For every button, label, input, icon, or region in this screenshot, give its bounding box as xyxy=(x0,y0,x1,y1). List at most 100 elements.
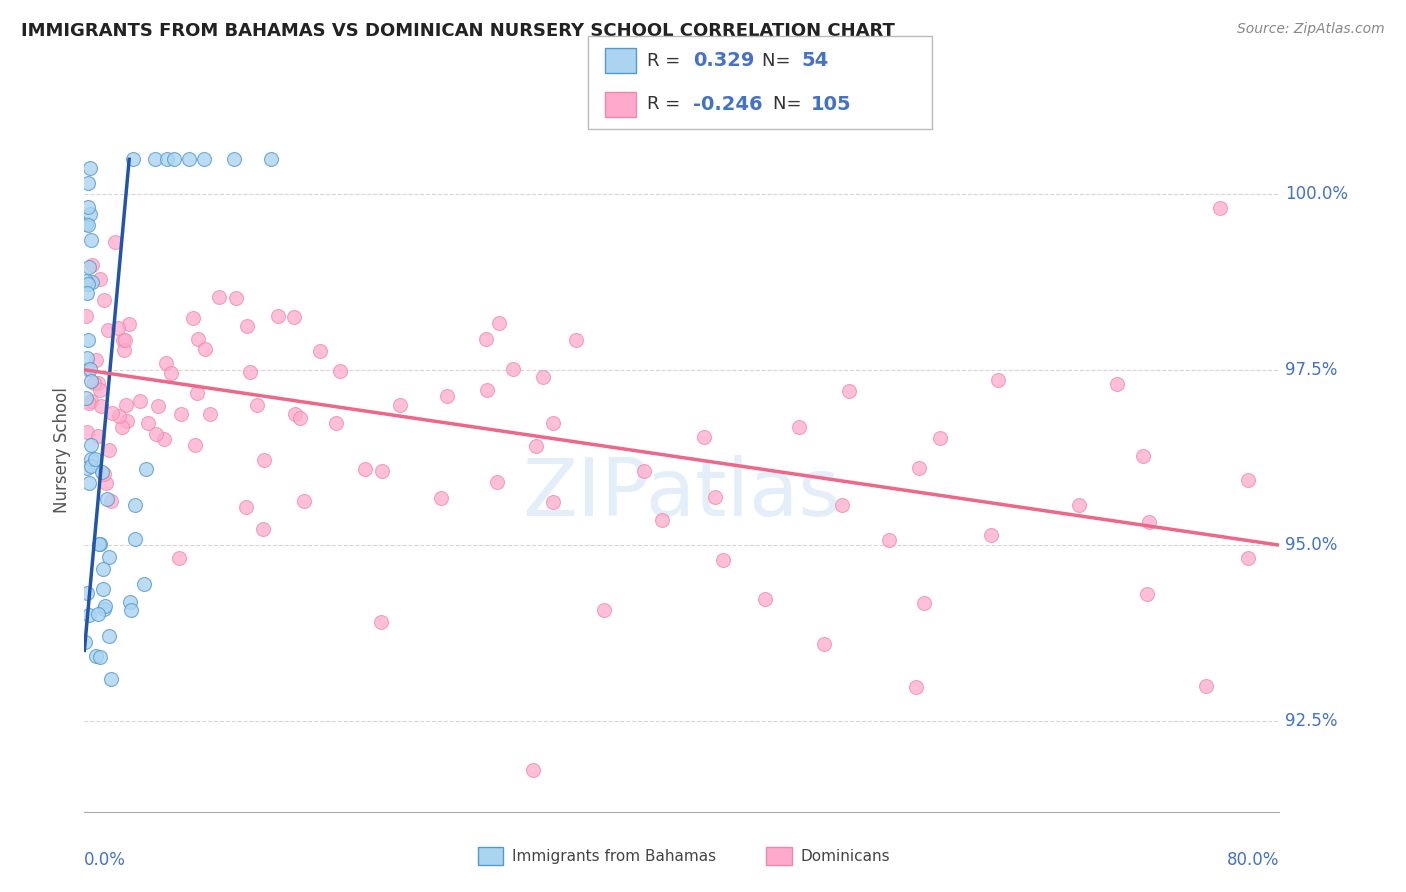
Point xyxy=(1132,450,1154,464)
Text: N=: N= xyxy=(773,95,807,113)
Point xyxy=(93,599,115,613)
Point xyxy=(284,407,307,421)
Point xyxy=(633,463,655,477)
Point xyxy=(541,495,564,509)
Point xyxy=(93,293,115,307)
Point xyxy=(193,153,215,167)
Point xyxy=(121,153,143,167)
Point xyxy=(787,420,810,434)
Point xyxy=(163,153,186,167)
Point xyxy=(167,550,190,565)
Point xyxy=(86,353,108,368)
Point xyxy=(75,635,97,649)
Point xyxy=(90,399,112,413)
Text: -0.246: -0.246 xyxy=(693,95,763,113)
Point xyxy=(155,153,177,167)
Point xyxy=(292,493,315,508)
Point xyxy=(75,217,97,231)
Point xyxy=(389,398,412,412)
Point xyxy=(905,681,928,695)
Point xyxy=(80,394,103,409)
Point xyxy=(91,562,114,576)
Point xyxy=(1195,679,1218,693)
Point xyxy=(260,153,283,167)
Point xyxy=(118,317,141,331)
Point xyxy=(93,602,115,616)
Text: 54: 54 xyxy=(801,52,828,70)
Point xyxy=(76,425,98,440)
Point xyxy=(184,438,207,452)
Point xyxy=(77,607,100,622)
Point xyxy=(135,461,157,475)
Point xyxy=(76,218,98,232)
Point xyxy=(87,607,110,621)
Point xyxy=(120,603,142,617)
Text: Source: ZipAtlas.com: Source: ZipAtlas.com xyxy=(1237,22,1385,37)
Point xyxy=(290,410,312,425)
Point xyxy=(194,342,217,356)
Point xyxy=(101,406,124,420)
Point xyxy=(253,453,276,467)
Point xyxy=(89,271,111,285)
Point xyxy=(283,310,305,324)
Point xyxy=(309,343,332,358)
Point xyxy=(100,494,122,508)
Point xyxy=(143,153,166,167)
Point xyxy=(252,522,274,536)
Point xyxy=(86,428,108,442)
Point xyxy=(79,161,101,175)
Point xyxy=(198,407,221,421)
Point xyxy=(91,466,114,480)
Point xyxy=(1237,473,1260,487)
Point xyxy=(430,491,453,506)
Point xyxy=(94,475,117,490)
Point xyxy=(266,310,288,324)
Point xyxy=(711,553,734,567)
Point xyxy=(80,374,103,388)
Point xyxy=(86,648,108,663)
Point xyxy=(987,373,1010,387)
Point xyxy=(371,464,394,478)
Point xyxy=(77,333,100,347)
Point xyxy=(112,333,135,347)
Point xyxy=(160,366,183,380)
Point xyxy=(877,533,900,547)
Point xyxy=(100,672,122,686)
Point xyxy=(329,364,352,378)
Point xyxy=(77,177,100,191)
Point xyxy=(704,491,727,505)
Point xyxy=(80,258,103,272)
Point xyxy=(145,426,167,441)
Point xyxy=(502,362,524,376)
Point xyxy=(651,513,673,527)
Point xyxy=(83,452,105,467)
Point xyxy=(76,285,98,300)
Text: 0.0%: 0.0% xyxy=(84,851,127,869)
Point xyxy=(77,475,100,490)
Point xyxy=(87,537,110,551)
Text: 97.5%: 97.5% xyxy=(1285,360,1339,379)
Point xyxy=(108,409,131,423)
Point xyxy=(96,491,118,506)
Point xyxy=(1136,587,1159,601)
Point xyxy=(1107,377,1129,392)
Point xyxy=(104,235,127,249)
Point xyxy=(77,396,100,410)
Point xyxy=(77,200,100,214)
Point xyxy=(87,376,110,390)
Point xyxy=(831,498,853,512)
Point xyxy=(485,475,508,489)
Point xyxy=(77,277,100,291)
Point xyxy=(89,649,111,664)
Point xyxy=(1067,499,1090,513)
Point xyxy=(120,595,142,609)
Point xyxy=(80,458,103,473)
Point xyxy=(1137,515,1160,529)
Point xyxy=(75,391,97,405)
Point xyxy=(77,260,100,275)
Point xyxy=(488,316,510,330)
Point xyxy=(225,291,247,305)
Point xyxy=(208,290,231,304)
Point xyxy=(236,319,259,334)
Text: 0.329: 0.329 xyxy=(693,52,755,70)
